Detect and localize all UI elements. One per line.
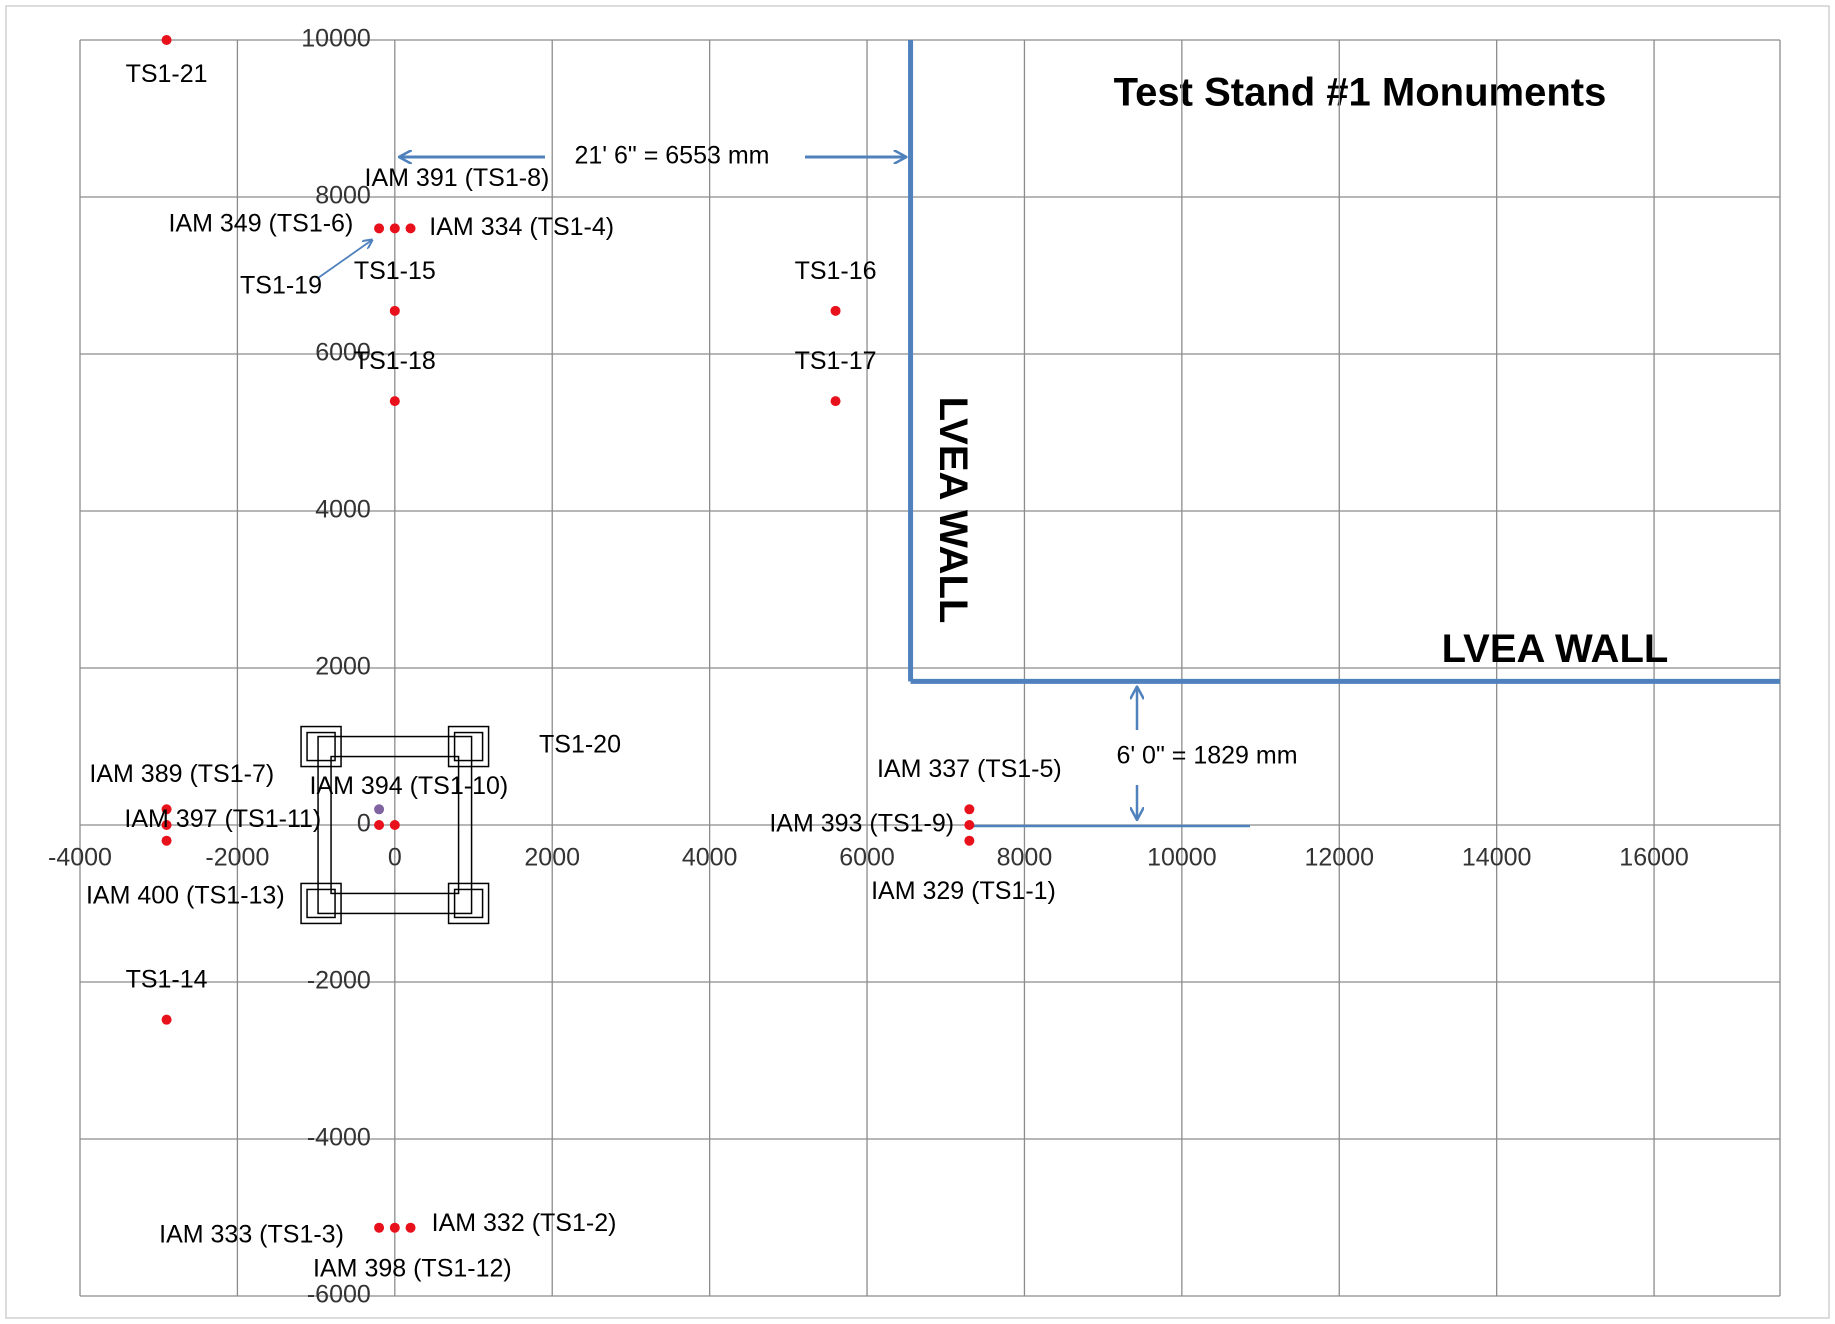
stand-foot [300,725,342,768]
y-tick-label: 0 [357,810,371,838]
point-label: IAM 397 (TS1-11) [124,805,321,833]
annotation-arrow [317,240,372,279]
point-label: IAM 337 (TS1-5) [877,755,1062,783]
y-tick-label: -2000 [307,967,371,995]
data-point [389,223,400,234]
wall-label: LVEA WALL [931,397,975,624]
x-tick-label: 4000 [682,844,738,872]
x-tick-label: 6000 [839,844,895,872]
data-point [405,1222,416,1233]
data-point [389,820,400,830]
point-label: IAM 334 (TS1-4) [429,213,614,241]
data-point [161,35,172,45]
data-point [374,1222,385,1233]
stand-foot [306,731,336,762]
data-point [389,305,400,316]
x-tick-label: 2000 [524,844,580,872]
annotation: TS1-19 [240,272,322,300]
y-tick-label: 10000 [301,25,371,53]
data-point [374,223,385,234]
y-tick-label: 8000 [315,182,371,210]
point-label: IAM 332 (TS1-2) [432,1209,617,1237]
dimension-label: 21' 6" = 6553 mm [574,142,769,170]
x-tick-label: -4000 [48,844,112,872]
point-label: IAM 389 (TS1-7) [89,760,274,788]
data-point [161,820,172,830]
data-point [374,820,385,830]
point-label: TS1-14 [126,966,208,994]
point-label: IAM 329 (TS1-1) [871,877,1056,905]
stand-foot [453,731,484,762]
x-tick-label: 12000 [1304,844,1374,872]
data-point [830,396,841,407]
point-label: TS1-18 [354,347,436,375]
point-label: IAM 333 (TS1-3) [159,1221,344,1249]
y-tick-label: 4000 [315,496,371,524]
y-tick-label: -6000 [307,1281,371,1309]
data-point [161,835,172,846]
x-tick-label: 8000 [997,844,1053,872]
point-label: TS1-17 [795,347,877,375]
point-label: IAM 400 (TS1-13) [86,882,285,910]
point-label: IAM 394 (TS1-10) [310,772,509,800]
wall-label: LVEA WALL [1442,627,1669,671]
y-tick-label: 2000 [315,653,371,681]
point-label: IAM 398 (TS1-12) [313,1255,512,1283]
point-label: IAM 391 (TS1-8) [365,164,550,192]
data-point [830,305,841,316]
stand-foot [306,888,336,919]
x-tick-label: 10000 [1147,844,1217,872]
stand-foot [300,882,342,925]
point-label: IAM 349 (TS1-6) [169,209,354,237]
point-label: IAM 393 (TS1-9) [769,810,954,838]
data-point [405,223,416,234]
data-point [389,1222,400,1233]
point-label: TS1-21 [126,60,208,88]
y-tick-label: 6000 [315,339,371,367]
x-tick-label: 14000 [1462,844,1532,872]
x-tick-label: -2000 [205,844,269,872]
point-label: TS1-16 [795,257,877,285]
stand-frame [330,755,460,895]
y-tick-label: -4000 [307,1124,371,1152]
stand-foot [447,725,490,768]
annotation: TS1-20 [539,731,621,759]
point-label: TS1-15 [354,257,436,285]
stand-foot [453,888,484,919]
data-point [964,820,975,830]
data-point [964,804,975,815]
data-point [389,396,400,407]
chart-frame [5,5,1830,1319]
data-point [161,804,172,815]
data-point [374,804,385,815]
x-tick-label: 0 [388,844,402,872]
dimension-label: 6' 0" = 1829 mm [1116,742,1297,770]
chart-title: Test Stand #1 Monuments [1114,71,1607,115]
data-point [161,1014,172,1025]
data-point [964,835,975,846]
x-tick-label: 16000 [1619,844,1689,872]
stand-foot [447,882,490,925]
stand-frame [317,735,473,915]
